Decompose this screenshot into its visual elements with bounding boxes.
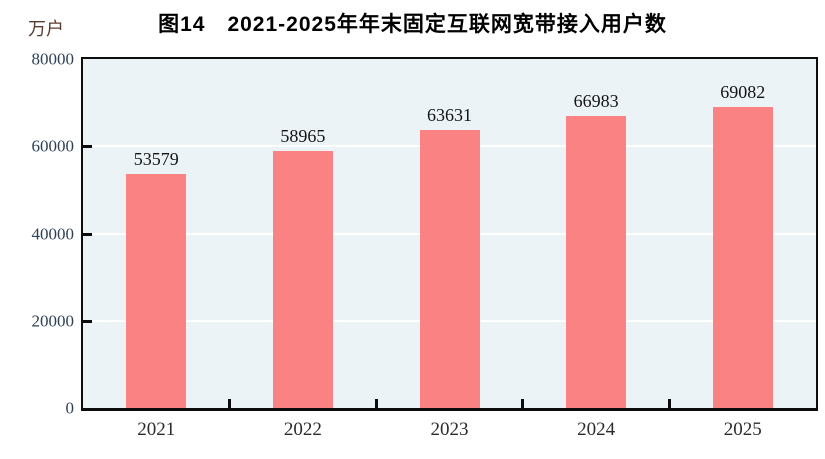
bar-value-label-2025: 69082 xyxy=(720,81,766,102)
y-axis-tick-mark-40000 xyxy=(83,232,92,236)
bar-2023 xyxy=(419,130,480,408)
bar-value-label-2021: 53579 xyxy=(133,149,179,170)
bar-2021 xyxy=(126,174,187,408)
x-axis-tick-mark-1 xyxy=(228,399,232,408)
bar-2024 xyxy=(566,115,627,408)
x-axis-tick-label-2024: 2024 xyxy=(577,419,616,440)
y-axis-tick-label-60000: 60000 xyxy=(31,136,75,156)
bar-value-label-2024: 66983 xyxy=(573,90,619,111)
x-axis-tick-label-2021: 2021 xyxy=(137,419,176,440)
y-axis-tick-label-80000: 80000 xyxy=(31,49,75,69)
x-axis-tick-mark-2 xyxy=(374,399,378,408)
x-axis-tick-mark-3 xyxy=(521,399,525,408)
y-axis-tick-label-40000: 40000 xyxy=(31,224,75,243)
x-axis-tick-mark-4 xyxy=(667,399,671,408)
plot-area: 53579 58965 63631 66983 69082 xyxy=(81,57,818,411)
y-axis-unit-label: 万户 xyxy=(28,19,64,39)
x-axis-tick-label-2022: 2022 xyxy=(283,419,322,440)
bar-2025 xyxy=(712,106,773,408)
bar-2022 xyxy=(272,150,333,408)
y-axis-tick-label-0: 0 xyxy=(65,398,75,418)
bar-value-label-2022: 58965 xyxy=(280,125,326,146)
x-axis-tick-label-2025: 2025 xyxy=(723,419,762,440)
x-axis-tick-label-2023: 2023 xyxy=(430,419,469,440)
chart-title: 图14 2021-2025年年末固定互联网宽带接入用户数 xyxy=(158,13,667,36)
y-axis-tick-mark-20000 xyxy=(83,319,92,323)
bar-value-label-2023: 63631 xyxy=(426,105,472,126)
y-axis-tick-label-20000: 20000 xyxy=(31,311,75,331)
y-axis-tick-mark-60000 xyxy=(83,145,92,149)
